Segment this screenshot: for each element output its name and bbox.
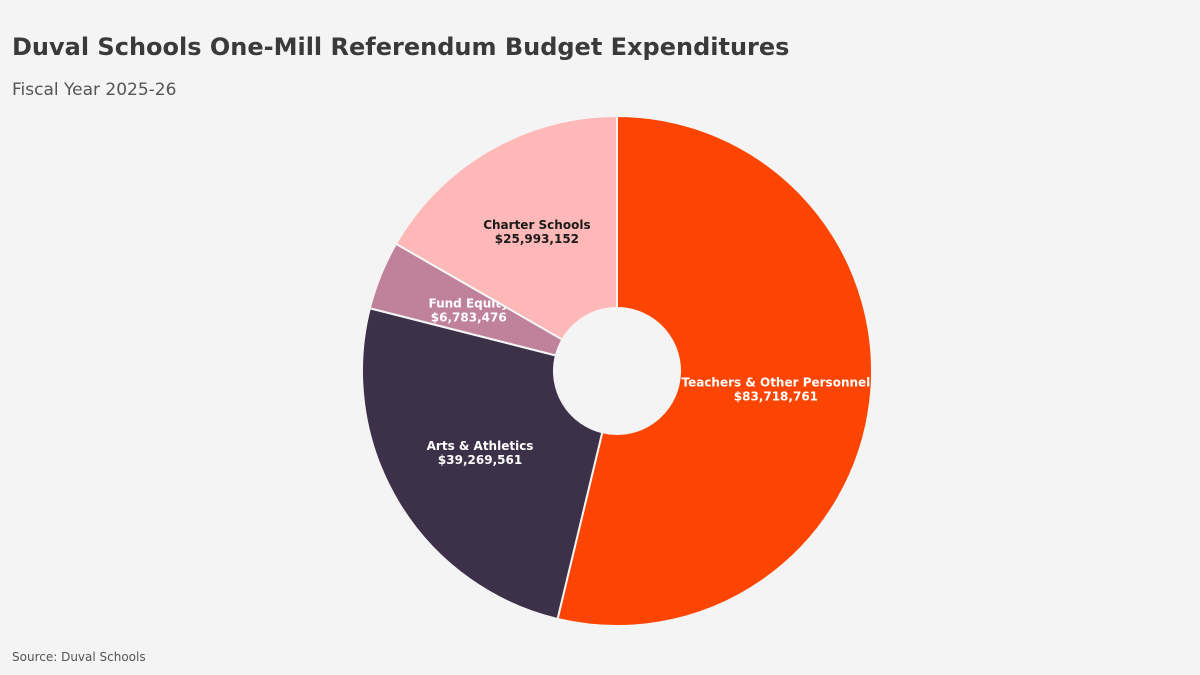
slice-value-label: $25,993,152 <box>495 232 579 246</box>
slice-label: Arts & Athletics <box>427 439 534 453</box>
slice-value-label: $6,783,476 <box>431 310 507 324</box>
source-note: Source: Duval Schools <box>12 650 146 664</box>
chart-title: Duval Schools One-Mill Referendum Budget… <box>12 33 789 61</box>
slice <box>361 307 604 621</box>
slice-value-label: $83,718,761 <box>734 389 818 403</box>
slice-label: Fund Equity <box>429 296 510 310</box>
slice-label: Teachers & Other Personnel <box>681 375 870 389</box>
slice-value-label: $39,269,561 <box>438 453 522 467</box>
slice <box>394 114 618 341</box>
slice <box>556 114 873 627</box>
slice-label: Charter Schools <box>483 218 590 232</box>
chart-subtitle: Fiscal Year 2025-26 <box>12 80 176 100</box>
